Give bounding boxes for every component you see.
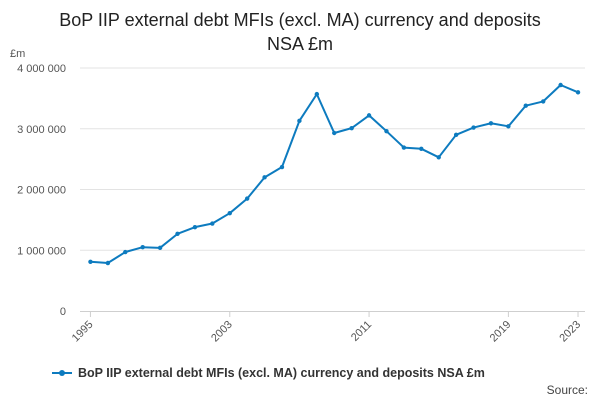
data-point bbox=[157, 245, 163, 251]
data-point bbox=[349, 125, 354, 131]
data-point bbox=[471, 125, 476, 130]
chart-title-line-1: BoP IIP external debt MFIs (excl. MA) cu… bbox=[59, 10, 541, 30]
data-point bbox=[140, 245, 145, 250]
data-point bbox=[88, 259, 93, 264]
legend[interactable]: BoP IIP external debt MFIs (excl. MA) cu… bbox=[52, 366, 485, 380]
y-tick-label: 2 000 000 bbox=[17, 185, 66, 197]
data-point bbox=[192, 224, 198, 230]
legend-label: BoP IIP external debt MFIs (excl. MA) cu… bbox=[78, 366, 485, 380]
data-point bbox=[366, 113, 372, 118]
chart-title-line-2: NSA £m bbox=[266, 34, 334, 54]
x-tick-label: 2023 bbox=[557, 319, 583, 345]
data-point bbox=[279, 164, 285, 170]
data-point bbox=[436, 155, 441, 160]
data-point bbox=[575, 90, 581, 95]
data-point bbox=[297, 118, 302, 124]
data-point bbox=[262, 175, 267, 180]
data-point bbox=[175, 231, 180, 237]
data-point bbox=[523, 103, 528, 108]
x-tick-label: 2019 bbox=[488, 319, 514, 345]
data-point bbox=[541, 99, 546, 104]
data-point bbox=[210, 221, 215, 226]
data-point bbox=[488, 121, 494, 126]
chart-title: BoP IIP external debt MFIs (excl. MA) cu… bbox=[0, 8, 600, 56]
data-point bbox=[506, 124, 511, 129]
y-tick-label: 1 000 000 bbox=[17, 245, 66, 257]
data-point bbox=[314, 91, 320, 97]
data-point bbox=[558, 82, 563, 88]
y-axis-tick-labels: 0 1 000 000 2 000 000 3 000 000 4 000 000 bbox=[17, 63, 66, 318]
y-tick-label: 4 000 000 bbox=[17, 63, 66, 75]
y-tick-label: 0 bbox=[60, 306, 66, 318]
data-point bbox=[105, 260, 111, 266]
data-point bbox=[244, 196, 250, 201]
x-tick-label: 2011 bbox=[349, 319, 374, 344]
data-point bbox=[401, 145, 407, 150]
data-point bbox=[227, 210, 232, 216]
series-line bbox=[90, 84, 579, 265]
data-point bbox=[384, 128, 389, 134]
x-tick-label: 1995 bbox=[70, 319, 96, 345]
x-axis: 1995 2003 2011 2019 2023 bbox=[70, 311, 585, 344]
source-label: Source: bbox=[546, 383, 588, 397]
legend-line-marker-icon bbox=[52, 367, 72, 379]
series-group bbox=[88, 82, 581, 266]
y-tick-label: 3 000 000 bbox=[17, 124, 66, 136]
data-point bbox=[419, 146, 424, 151]
data-point bbox=[123, 249, 128, 255]
data-point bbox=[332, 130, 337, 136]
y-axis-unit-label: £m bbox=[10, 48, 25, 60]
data-point bbox=[453, 132, 459, 138]
gridlines bbox=[80, 67, 585, 251]
x-tick-label: 2003 bbox=[209, 319, 235, 345]
